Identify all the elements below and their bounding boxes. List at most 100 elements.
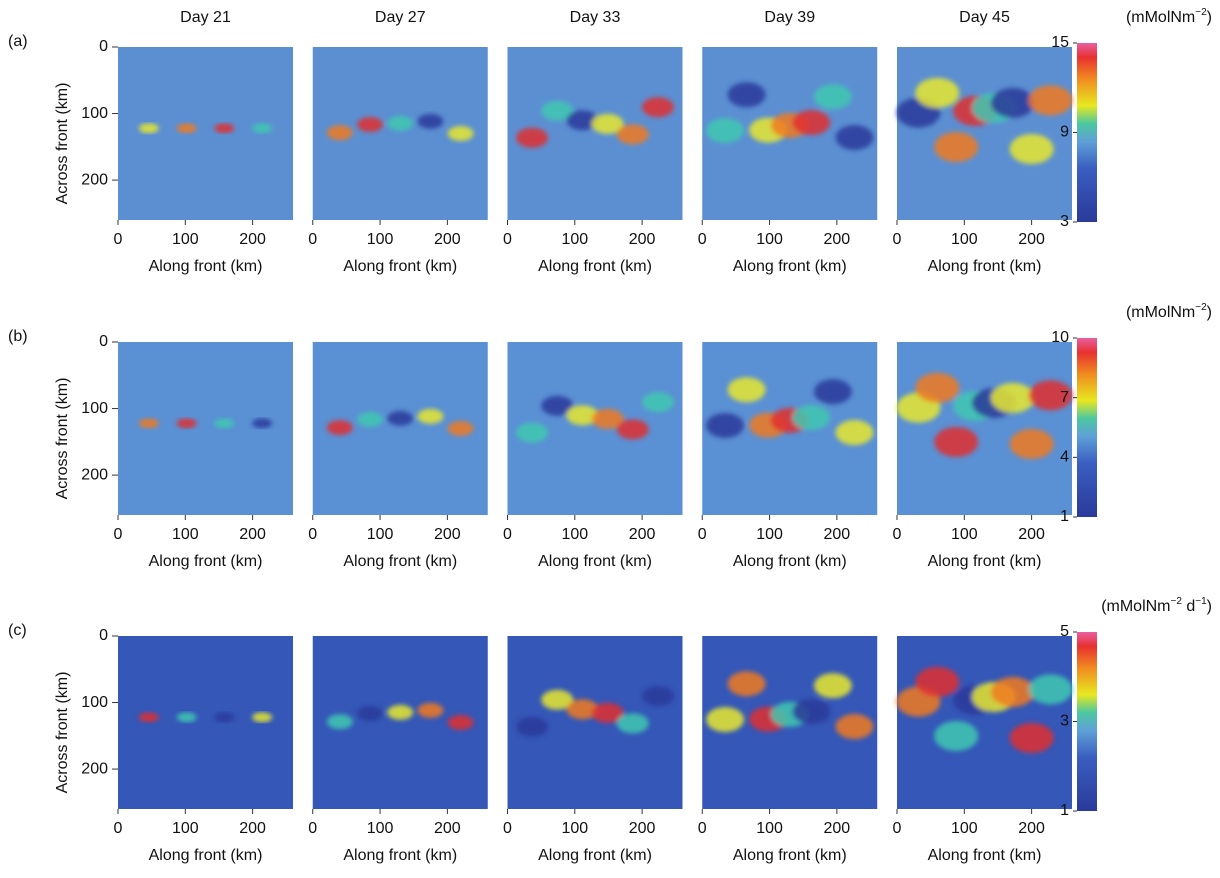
x-tick-label: 200 [239,526,266,543]
heatmap-feature [1009,429,1054,460]
heatmap-feature [706,707,745,733]
heatmap-features [706,82,874,151]
heatmap-feature [990,382,1035,413]
x-tick-label: 0 [698,526,707,543]
x-axis-label: Along front (km) [343,553,457,570]
heatmap-feature [417,702,444,718]
y-axis-label: Across front (km) [54,672,71,794]
heatmap-feature [541,100,574,121]
column-title: Day 33 [570,9,621,26]
x-tick-label: 200 [629,526,656,543]
heatmap-feature [706,118,745,144]
heatmap-features [326,702,474,730]
x-axis-label: Along front (km) [928,553,1042,570]
heatmap-feature [447,420,474,436]
colorbar-unit: (mMolNm−2 d−1) [1101,596,1212,615]
heatmap-feature [1028,380,1073,411]
heatmap-feature [616,713,649,734]
heatmap-feature [387,704,414,720]
heatmap-feature [176,712,197,723]
x-tick-label: 0 [308,526,317,543]
row-label: (a) [8,33,28,50]
y-tick-label: 0 [99,627,108,644]
heatmap-panel [118,636,293,809]
x-tick-label: 200 [629,231,656,248]
row-label: (c) [8,622,27,639]
unit-superscript: −1 [1195,596,1207,607]
colorbar-tick-label: 4 [1060,449,1069,466]
heatmap-feature [417,113,444,129]
heatmap-feature [138,712,159,723]
heatmap-feature [566,110,599,131]
x-tick-label: 100 [561,231,588,248]
x-tick-label: 100 [951,820,978,837]
x-axis-label: Along front (km) [733,847,847,864]
x-tick-label: 100 [561,526,588,543]
heatmap-feature [934,131,979,162]
heatmap-feature [792,405,831,431]
heatmap-feature [252,123,273,134]
x-axis-label: Along front (km) [538,553,652,570]
heatmap-feature [541,689,574,710]
column-title: Day 27 [375,9,426,26]
x-tick-label: 100 [367,820,394,837]
heatmap-feature [835,420,874,446]
heatmap-feature [727,671,766,697]
heatmap-features [516,686,674,737]
colorbar [1077,632,1097,811]
heatmap-feature [176,123,197,134]
colorbar-tick-label: 15 [1051,34,1069,51]
x-axis-label: Along front (km) [343,258,457,275]
x-tick-label: 200 [434,820,461,837]
y-tick-label: 200 [81,171,108,188]
heatmap-feature [792,699,831,725]
x-tick-label: 200 [434,526,461,543]
x-tick-label: 100 [756,820,783,837]
heatmap-features [896,666,1073,754]
x-tick-label: 0 [308,231,317,248]
x-axis-label: Along front (km) [733,553,847,570]
heatmap-features [516,97,674,148]
heatmap-feature [447,125,474,141]
heatmap-feature [357,117,384,133]
heatmap-features [706,377,874,446]
x-axis-label: Along front (km) [928,258,1042,275]
heatmap-feature [214,418,235,429]
unit-text: ) [1207,304,1212,321]
heatmap-feature [915,77,960,108]
colorbar [1077,338,1097,517]
heatmap-feature [727,82,766,108]
heatmap-feature [591,702,624,723]
heatmap-feature [706,413,745,439]
colorbar-tick-label: 5 [1060,623,1069,640]
x-tick-label: 100 [367,231,394,248]
unit-superscript: −2 [1195,7,1207,18]
heatmap-panel [118,47,293,220]
y-tick-label: 100 [81,400,108,417]
heatmap-features [706,671,874,740]
heatmap-feature [214,123,235,134]
x-tick-label: 200 [824,526,851,543]
y-tick-label: 100 [81,105,108,122]
x-tick-label: 0 [114,820,123,837]
y-tick-label: 0 [99,333,108,350]
x-tick-label: 100 [367,526,394,543]
x-tick-label: 100 [951,526,978,543]
x-axis-label: Along front (km) [343,847,457,864]
heatmap-feature [387,410,414,426]
heatmap-panel [897,636,1072,809]
heatmap-feature [252,712,273,723]
x-tick-label: 100 [172,231,199,248]
heatmap-feature [326,420,353,436]
heatmap-feature [835,714,874,740]
column-title: Day 39 [764,9,815,26]
x-tick-label: 200 [239,231,266,248]
heatmap-feature [813,84,852,110]
heatmap-feature [516,422,549,443]
row-label: (b) [8,328,28,345]
x-tick-label: 100 [756,231,783,248]
colorbar-tick-label: 1 [1060,802,1069,819]
heatmap-features [516,392,674,443]
heatmap-feature [176,418,197,429]
